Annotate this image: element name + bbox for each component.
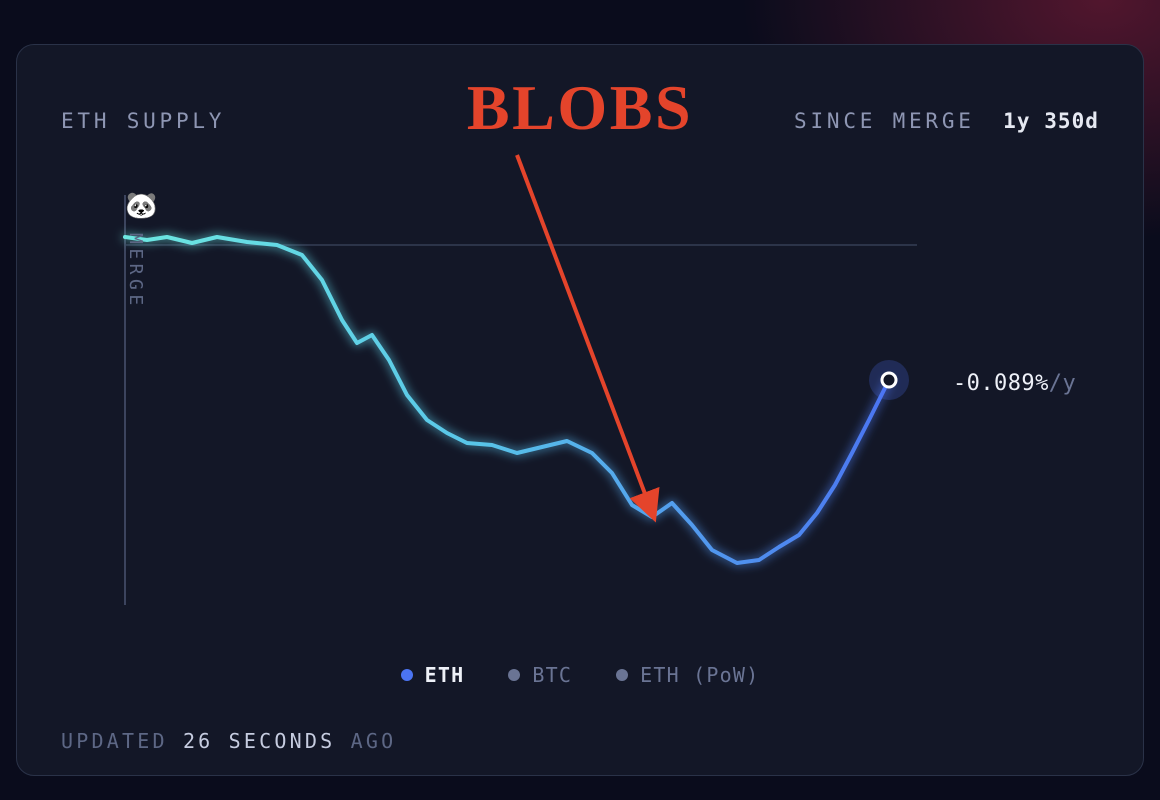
legend-label: ETH (PoW) — [640, 663, 759, 687]
header-title: ETH SUPPLY — [61, 109, 225, 133]
legend-label: ETH — [425, 663, 465, 687]
supply-chart — [97, 185, 917, 615]
page-root: ETH SUPPLY SINCE MERGE 1y 350d BLOBS — [0, 0, 1160, 800]
updated-prefix: UPDATED — [61, 729, 168, 753]
legend-item-btc[interactable]: BTC — [508, 663, 572, 687]
merge-label: MERGE — [125, 233, 146, 310]
legend-dot — [508, 669, 520, 681]
header-since: SINCE MERGE 1y 350d — [794, 109, 1099, 133]
legend-dot — [401, 669, 413, 681]
updated-suffix: AGO — [351, 729, 397, 753]
supply-card: ETH SUPPLY SINCE MERGE 1y 350d BLOBS — [16, 44, 1144, 776]
rate-unit: /y — [1049, 371, 1076, 396]
card-header: ETH SUPPLY SINCE MERGE 1y 350d — [61, 109, 1099, 133]
rate-value: -0.089% — [953, 371, 1049, 396]
legend-item-eth-pow-[interactable]: ETH (PoW) — [616, 663, 759, 687]
legend-item-eth[interactable]: ETH — [401, 663, 465, 687]
since-label: SINCE MERGE — [794, 109, 975, 133]
rate-label: -0.089%/y — [953, 371, 1076, 396]
merge-icon: 🐼 — [125, 193, 157, 219]
updated-value: 26 SECONDS — [183, 729, 335, 753]
legend: ETH BTC ETH (PoW) — [17, 663, 1143, 687]
legend-label: BTC — [532, 663, 572, 687]
updated-footer: UPDATED 26 SECONDS AGO — [61, 729, 396, 753]
endpoint-marker — [882, 373, 896, 387]
annotation-text: BLOBS — [17, 71, 1143, 145]
annotation-arrow — [517, 155, 653, 515]
chart-svg — [97, 185, 917, 615]
since-value: 1y 350d — [1003, 109, 1099, 133]
eth-series-line — [125, 237, 889, 563]
legend-dot — [616, 669, 628, 681]
